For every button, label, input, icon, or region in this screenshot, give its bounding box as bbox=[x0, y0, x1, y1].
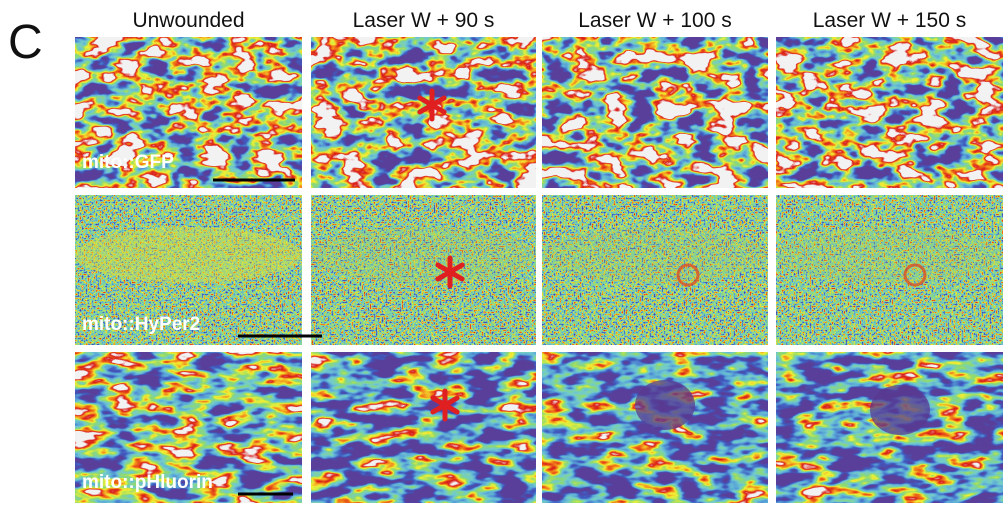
signal-band bbox=[776, 227, 1003, 283]
figure-panel: C Unwounded Laser W + 90 s Laser W + 100 s… bbox=[0, 0, 1005, 508]
column-header: Laser W + 150 s bbox=[813, 9, 967, 32]
column-header: Laser W + 100 s bbox=[578, 9, 732, 32]
column-header: Laser W + 90 s bbox=[353, 9, 495, 32]
column-header: Unwounded bbox=[132, 9, 244, 32]
row-label: mito::GFP bbox=[82, 152, 174, 173]
panel-label: C bbox=[8, 16, 43, 69]
micrograph bbox=[311, 352, 536, 503]
wound-zone bbox=[870, 385, 930, 435]
row-label: mito::pHluorin bbox=[82, 472, 213, 493]
signal-band bbox=[542, 227, 768, 283]
row-label: mito::HyPer2 bbox=[82, 314, 200, 335]
signal-band bbox=[75, 227, 302, 283]
micrograph bbox=[776, 37, 1003, 188]
wound-zone bbox=[635, 380, 695, 430]
signal-band bbox=[311, 227, 536, 283]
micrograph bbox=[542, 37, 768, 188]
